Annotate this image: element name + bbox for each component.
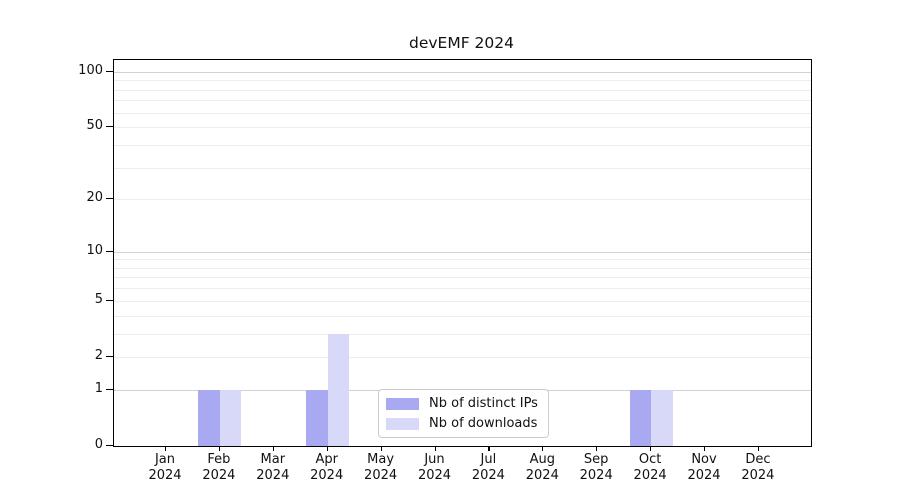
x-axis-tick-mark — [488, 445, 490, 451]
x-tick-month: Jun — [424, 452, 445, 467]
x-tick-year: 2024 — [310, 467, 344, 483]
gridline-minor — [114, 80, 811, 82]
y-axis-tick-mark — [106, 198, 113, 200]
y-axis-tick-label: 100 — [78, 62, 103, 78]
bar-feb-ips — [198, 389, 220, 446]
y-axis-tick-mark — [106, 445, 113, 447]
x-axis-tick-label: Jun 2024 — [405, 452, 465, 483]
legend-swatch-downloads — [386, 417, 419, 430]
x-axis-tick-label: Oct 2024 — [620, 452, 680, 483]
x-axis-tick-label: Dec 2024 — [728, 452, 788, 483]
x-tick-month: Dec — [745, 452, 771, 467]
legend-item: Nb of distinct IPs — [386, 396, 538, 411]
x-axis-tick-label: Jul 2024 — [458, 452, 518, 483]
x-tick-year: 2024 — [741, 467, 775, 483]
x-tick-month: Feb — [207, 452, 231, 467]
gridline-minor — [114, 127, 811, 129]
x-axis-tick-label: Feb 2024 — [189, 452, 249, 483]
y-axis-tick-label: 0 — [94, 437, 103, 452]
x-tick-year: 2024 — [417, 467, 452, 483]
x-axis-tick-mark — [596, 445, 598, 451]
gridline-major — [114, 71, 811, 73]
gridline-minor — [114, 315, 811, 317]
y-axis-tick-mark — [106, 250, 113, 252]
x-tick-year: 2024 — [148, 467, 182, 483]
x-tick-year: 2024 — [256, 467, 290, 483]
x-axis-tick-mark — [704, 445, 706, 451]
x-axis-tick-label: Aug 2024 — [512, 452, 572, 483]
y-axis-tick-label: 10 — [86, 242, 103, 258]
gridline-minor — [114, 300, 811, 302]
y-axis-tick-mark — [106, 388, 113, 390]
y-axis-tick-mark — [106, 299, 113, 301]
x-axis-tick-label: Jan 2024 — [135, 452, 195, 483]
gridline-minor — [114, 356, 811, 358]
x-tick-month: Jul — [480, 452, 497, 467]
y-axis-tick-mark — [106, 126, 113, 128]
x-tick-month: Sep — [583, 452, 609, 467]
x-axis-tick-mark — [757, 445, 760, 451]
y-axis-tick-label: 5 — [94, 291, 103, 307]
x-axis-tick-label: Mar 2024 — [243, 452, 303, 483]
x-tick-year: 2024 — [687, 467, 721, 483]
x-axis-tick-label: Sep 2024 — [566, 452, 626, 483]
x-tick-month: Nov — [691, 452, 717, 467]
gridline-minor — [114, 259, 811, 261]
chart-title: devEMF 2024 — [408, 34, 514, 52]
x-tick-month: Mar — [260, 452, 286, 467]
x-axis-tick-mark — [650, 445, 652, 451]
x-tick-year: 2024 — [364, 467, 398, 483]
gridline-minor — [114, 288, 811, 290]
x-tick-year: 2024 — [471, 467, 505, 483]
gridline-minor — [114, 112, 811, 114]
legend: Nb of distinct IPs Nb of downloads — [378, 389, 549, 438]
x-axis-tick-label: Apr 2024 — [297, 452, 357, 483]
y-axis-tick-label: 2 — [94, 347, 103, 363]
gridline-minor — [114, 144, 811, 146]
x-axis-tick-mark — [380, 445, 382, 451]
x-axis-tick-mark — [272, 445, 274, 451]
legend-item: Nb of downloads — [386, 416, 538, 431]
bar-apr-ips — [306, 389, 328, 446]
x-tick-year: 2024 — [633, 467, 667, 483]
x-axis-tick-mark — [434, 445, 436, 451]
x-tick-month: Jan — [154, 452, 176, 467]
gridline-minor — [114, 167, 811, 169]
plot-area — [113, 59, 812, 447]
legend-swatch-distinct-ips — [386, 397, 419, 410]
gridline-minor — [114, 333, 811, 335]
x-tick-year: 2024 — [202, 467, 236, 483]
bar-apr-downloads — [327, 333, 350, 446]
x-tick-year: 2024 — [525, 467, 559, 483]
gridline-major — [114, 251, 811, 253]
bar-oct-ips — [629, 389, 652, 446]
x-tick-year: 2024 — [579, 467, 613, 483]
bar-feb-downloads — [219, 389, 242, 446]
gridline-minor — [114, 89, 811, 91]
x-axis-tick-mark — [165, 445, 167, 451]
y-axis-tick-mark — [106, 70, 113, 73]
bar-oct-downloads — [651, 389, 673, 446]
gridline-minor — [114, 277, 811, 279]
x-tick-month: Apr — [315, 452, 338, 467]
legend-label: Nb of distinct IPs — [429, 396, 538, 411]
x-tick-month: May — [367, 452, 395, 467]
x-axis-tick-mark — [542, 445, 544, 451]
x-axis-tick-mark — [326, 445, 328, 451]
x-tick-month: Aug — [529, 452, 555, 467]
x-axis-tick-label: May 2024 — [351, 452, 411, 483]
x-axis-tick-mark — [218, 445, 221, 451]
gridline-minor — [114, 100, 811, 102]
x-axis-tick-label: Nov 2024 — [674, 452, 734, 483]
gridline-minor — [114, 199, 811, 201]
y-axis-tick-label: 1 — [94, 380, 103, 396]
legend-label: Nb of downloads — [429, 416, 538, 431]
y-axis-tick-mark — [106, 355, 113, 358]
y-axis-tick-label: 50 — [86, 118, 103, 134]
x-tick-month: Oct — [638, 452, 662, 467]
y-axis-tick-label: 20 — [86, 190, 103, 206]
gridline-minor — [114, 267, 811, 269]
